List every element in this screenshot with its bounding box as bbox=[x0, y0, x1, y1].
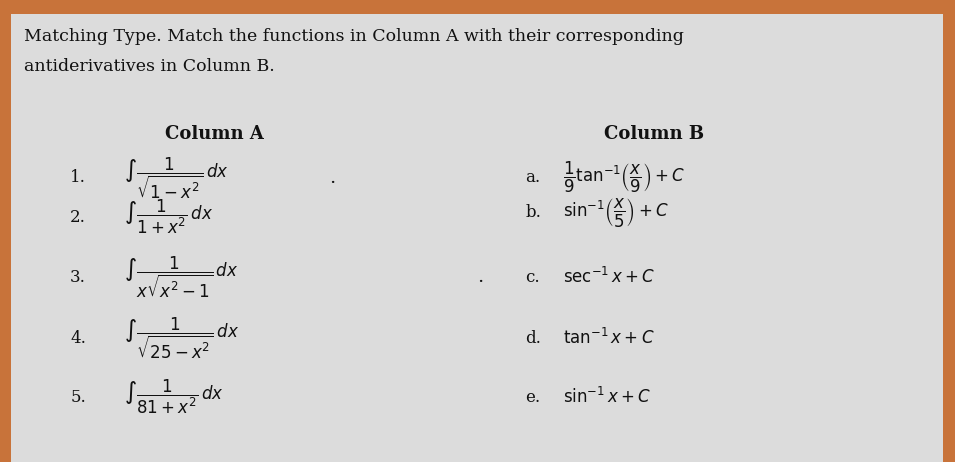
Text: $\sec^{-1}x+C$: $\sec^{-1}x+C$ bbox=[563, 267, 656, 287]
Text: Column A: Column A bbox=[165, 125, 265, 143]
Text: $\dfrac{1}{9}\tan^{-1}\!\left(\dfrac{x}{9}\right)+C$: $\dfrac{1}{9}\tan^{-1}\!\left(\dfrac{x}{… bbox=[563, 160, 686, 195]
Text: $\tan^{-1}x+C$: $\tan^{-1}x+C$ bbox=[563, 328, 655, 348]
Text: $\int \dfrac{1}{x\sqrt{x^2-1}}\,dx$: $\int \dfrac{1}{x\sqrt{x^2-1}}\,dx$ bbox=[124, 255, 239, 300]
Text: $\int \dfrac{1}{\sqrt{1-x^2}}\,dx$: $\int \dfrac{1}{\sqrt{1-x^2}}\,dx$ bbox=[124, 155, 229, 201]
Text: $\sin^{-1}x+C$: $\sin^{-1}x+C$ bbox=[563, 387, 651, 407]
Text: $\int \dfrac{1}{81+x^2}\,dx$: $\int \dfrac{1}{81+x^2}\,dx$ bbox=[124, 378, 223, 416]
Text: $\int \dfrac{1}{\sqrt{25-x^2}}\,dx$: $\int \dfrac{1}{\sqrt{25-x^2}}\,dx$ bbox=[124, 316, 240, 361]
Text: $\int \dfrac{1}{1+x^2}\,dx$: $\int \dfrac{1}{1+x^2}\,dx$ bbox=[124, 198, 213, 236]
Text: .: . bbox=[329, 169, 336, 187]
Text: 4.: 4. bbox=[70, 330, 86, 346]
Text: .: . bbox=[478, 268, 484, 286]
Text: d.: d. bbox=[525, 330, 541, 346]
Text: Matching Type. Match the functions in Column A with their corresponding: Matching Type. Match the functions in Co… bbox=[24, 28, 684, 45]
Text: b.: b. bbox=[525, 204, 541, 221]
Text: c.: c. bbox=[525, 269, 540, 286]
Text: a.: a. bbox=[525, 170, 541, 186]
Text: 1.: 1. bbox=[70, 170, 86, 186]
Text: $\sin^{-1}\!\left(\dfrac{x}{5}\right)+C$: $\sin^{-1}\!\left(\dfrac{x}{5}\right)+C$ bbox=[563, 196, 669, 229]
Text: 3.: 3. bbox=[70, 269, 86, 286]
Text: 5.: 5. bbox=[71, 389, 86, 406]
Text: e.: e. bbox=[525, 389, 541, 406]
Text: 2.: 2. bbox=[70, 209, 86, 225]
Text: Column B: Column B bbox=[605, 125, 704, 143]
Text: antiderivatives in Column B.: antiderivatives in Column B. bbox=[24, 58, 275, 75]
